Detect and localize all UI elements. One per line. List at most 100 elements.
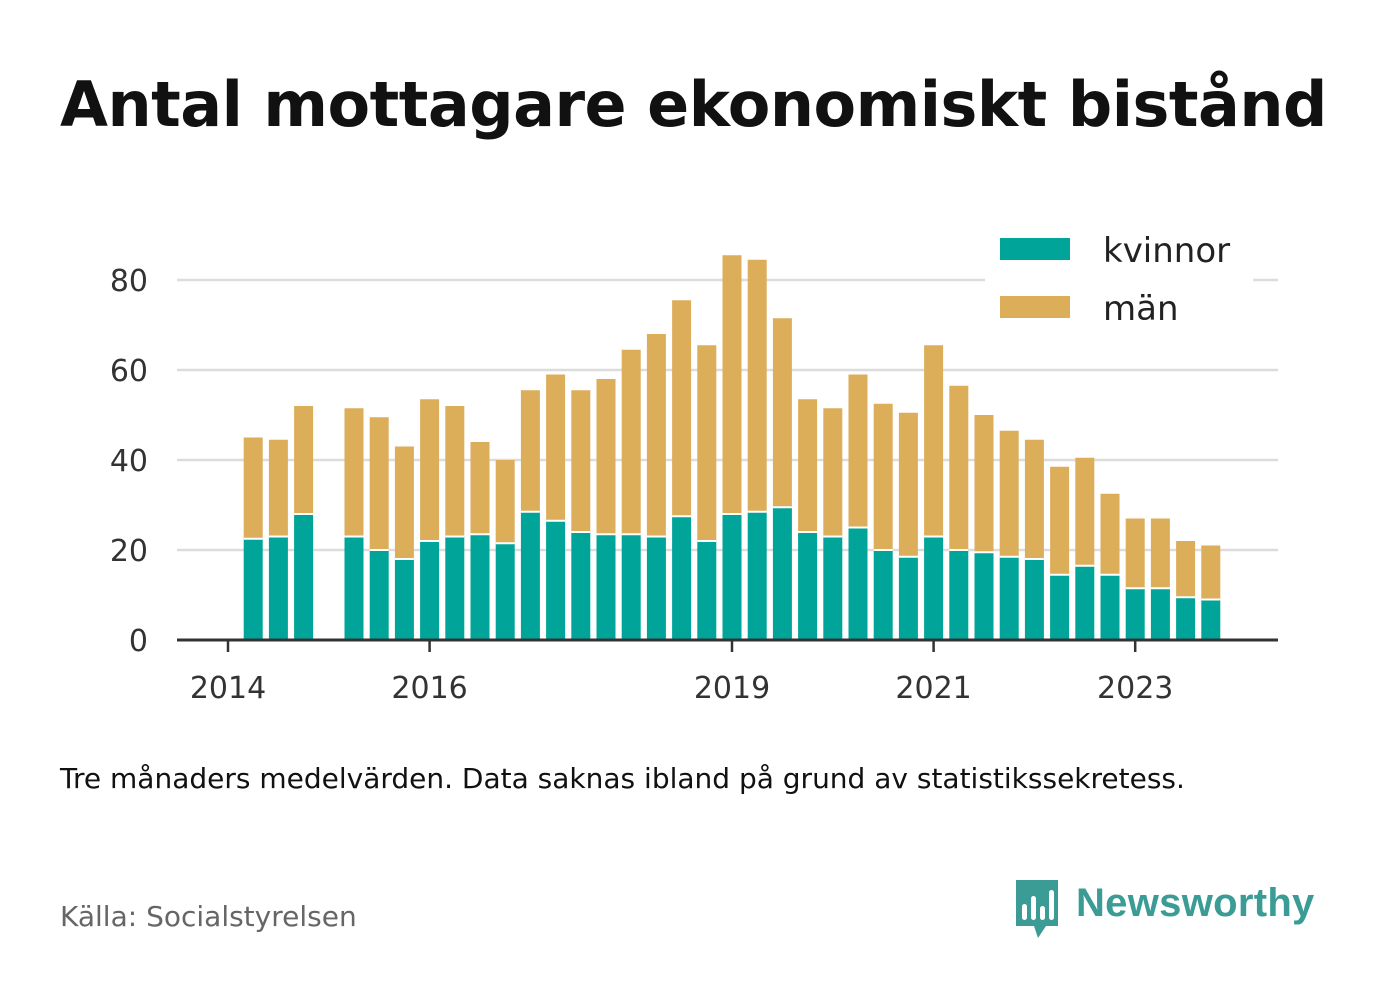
bar-kvinnor	[546, 520, 566, 640]
bar-man	[772, 318, 792, 508]
x-tick-label: 2019	[694, 671, 770, 706]
bar-man	[294, 406, 314, 514]
bar-man	[596, 379, 616, 535]
bar-kvinnor	[621, 534, 641, 640]
bar-kvinnor	[1125, 588, 1145, 640]
bar-man	[949, 385, 969, 550]
bar-kvinnor	[1050, 574, 1070, 640]
bar-man	[520, 390, 540, 512]
y-axis: 0 20 40 60 80	[110, 264, 148, 659]
brand-name: Newsworthy	[1076, 880, 1315, 925]
bar-kvinnor	[898, 556, 918, 640]
bar-kvinnor	[722, 514, 742, 640]
bar-kvinnor	[798, 532, 818, 640]
chart-title: Antal mottagare ekonomiskt bistånd	[60, 68, 1327, 141]
bar-kvinnor	[445, 536, 465, 640]
newsworthy-logo-icon	[1016, 880, 1058, 938]
bar-kvinnor	[999, 556, 1019, 640]
y-tick-label: 60	[110, 354, 148, 389]
bar-kvinnor	[873, 550, 893, 640]
bar-man	[898, 412, 918, 557]
x-tick-label: 2021	[895, 671, 971, 706]
bar-man	[1125, 518, 1145, 589]
bar-kvinnor	[596, 534, 616, 640]
bar-kvinnor	[420, 541, 440, 640]
bar-man	[369, 417, 389, 550]
bar-kvinnor	[1024, 559, 1044, 640]
bar-kvinnor	[697, 541, 717, 640]
bar-kvinnor	[924, 536, 944, 640]
bar-man	[1201, 545, 1221, 600]
x-tick-label: 2016	[391, 671, 467, 706]
bar-man	[394, 446, 414, 559]
bar-kvinnor	[571, 532, 591, 640]
bar-man	[1024, 439, 1044, 559]
bar-kvinnor	[495, 543, 515, 640]
legend-label: kvinnor	[1103, 231, 1230, 271]
chart: 0 20 40 60 80 2014 2016 2019 2021 2023 kvinnor mä…	[110, 231, 1278, 706]
y-tick-label: 0	[129, 624, 148, 659]
y-tick-label: 80	[110, 264, 148, 299]
bar-kvinnor	[974, 552, 994, 640]
legend-swatch	[1000, 296, 1070, 318]
bar-man	[873, 403, 893, 550]
bar-kvinnor	[369, 550, 389, 640]
x-tick-label: 2014	[190, 671, 266, 706]
bar-man	[470, 442, 490, 535]
bar-kvinnor	[747, 511, 767, 640]
bar-man	[747, 259, 767, 512]
bar-man	[420, 399, 440, 541]
bar-kvinnor	[1201, 599, 1221, 640]
bar-man	[1100, 493, 1120, 575]
bar-kvinnor	[294, 514, 314, 640]
bar-kvinnor	[243, 538, 263, 640]
bar-kvinnor	[949, 550, 969, 640]
bar-man	[1075, 457, 1095, 566]
bar-man	[722, 255, 742, 514]
bar-man	[1050, 466, 1070, 575]
bar-kvinnor	[470, 534, 490, 640]
legend-swatch	[1000, 238, 1070, 260]
bar-man	[672, 300, 692, 517]
bar-kvinnor	[823, 536, 843, 640]
bar-man	[344, 408, 364, 537]
bar-kvinnor	[1176, 597, 1196, 640]
chart-subtitle: Tre månaders medelvärden. Data saknas ib…	[60, 762, 1185, 795]
bar-man	[798, 399, 818, 532]
bar-kvinnor	[268, 536, 288, 640]
legend: kvinnor män	[985, 231, 1253, 340]
bar-man	[974, 415, 994, 553]
bar-kvinnor	[1075, 565, 1095, 640]
y-tick-label: 40	[110, 444, 148, 479]
bar-man	[848, 374, 868, 528]
bar-man	[445, 406, 465, 537]
bar-man	[1150, 518, 1170, 589]
bar-kvinnor	[646, 536, 666, 640]
source-note: Källa: Socialstyrelsen	[60, 900, 357, 933]
legend-label: män	[1103, 289, 1179, 329]
bar-man	[268, 439, 288, 537]
bar-kvinnor	[1150, 588, 1170, 640]
bar-kvinnor	[520, 511, 540, 640]
bar-man	[646, 334, 666, 537]
bar-man	[697, 345, 717, 541]
bar-man	[546, 374, 566, 521]
bar-kvinnor	[672, 516, 692, 640]
y-tick-label: 20	[110, 534, 148, 569]
bar-man	[495, 460, 515, 544]
bar-kvinnor	[848, 527, 868, 640]
bar-kvinnor	[1100, 574, 1120, 640]
x-tick-label: 2023	[1097, 671, 1173, 706]
bar-man	[243, 437, 263, 539]
bar-kvinnor	[344, 536, 364, 640]
bar-kvinnor	[772, 507, 792, 640]
bar-man	[924, 345, 944, 537]
x-axis: 2014 2016 2019 2021 2023	[177, 638, 1278, 706]
bars	[243, 255, 1221, 640]
bar-man	[823, 408, 843, 537]
bar-man	[621, 349, 641, 535]
bar-man	[1176, 541, 1196, 598]
brand-logo: Newsworthy	[1012, 876, 1315, 940]
bar-man	[999, 430, 1019, 557]
bar-man	[571, 390, 591, 532]
